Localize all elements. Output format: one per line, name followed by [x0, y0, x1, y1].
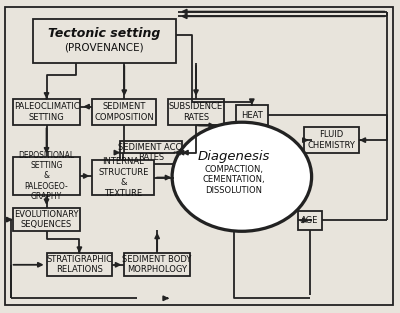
FancyBboxPatch shape: [168, 99, 224, 125]
FancyBboxPatch shape: [13, 156, 80, 195]
FancyBboxPatch shape: [32, 19, 176, 63]
Text: SEDIMENT BODY
MORPHOLOGY: SEDIMENT BODY MORPHOLOGY: [122, 255, 192, 275]
Text: Diagenesis: Diagenesis: [198, 150, 270, 163]
FancyBboxPatch shape: [298, 211, 322, 230]
FancyBboxPatch shape: [46, 253, 112, 276]
Text: HEAT: HEAT: [241, 111, 263, 120]
FancyBboxPatch shape: [120, 141, 182, 164]
FancyBboxPatch shape: [92, 99, 156, 125]
FancyBboxPatch shape: [13, 208, 80, 231]
FancyBboxPatch shape: [92, 160, 154, 195]
Text: SEDIMENT ACC.
RATES: SEDIMENT ACC. RATES: [118, 143, 184, 162]
FancyBboxPatch shape: [124, 253, 190, 276]
Text: EVOLUTIONARY
SEQUENCES: EVOLUTIONARY SEQUENCES: [14, 210, 79, 229]
FancyBboxPatch shape: [304, 127, 360, 153]
Text: INTERNAL
STRUCTURE
&
TEXTURE: INTERNAL STRUCTURE & TEXTURE: [98, 157, 148, 198]
Text: PALEOCLIMATIC
SETTING: PALEOCLIMATIC SETTING: [14, 102, 79, 122]
Text: STRATIGRAPHIC
RELATIONS: STRATIGRAPHIC RELATIONS: [46, 255, 112, 275]
Circle shape: [172, 122, 312, 231]
Text: AGE: AGE: [301, 216, 318, 225]
Text: DEPOSITIONAL
SETTING
&
PALEOGEO-
GRAPHY: DEPOSITIONAL SETTING & PALEOGEO- GRAPHY: [18, 151, 74, 201]
Text: (PROVENANCE): (PROVENANCE): [64, 43, 144, 53]
Text: SEDIMENT
COMPOSITION: SEDIMENT COMPOSITION: [94, 102, 154, 122]
FancyBboxPatch shape: [236, 105, 268, 125]
Text: FLUID
CHEMISTRY: FLUID CHEMISTRY: [308, 131, 356, 150]
FancyBboxPatch shape: [13, 99, 80, 125]
Text: Tectonic setting: Tectonic setting: [48, 27, 160, 40]
Text: SUBSIDENCE
RATES: SUBSIDENCE RATES: [169, 102, 223, 122]
Text: COMPACTION,
CEMENTATION,
DISSOLUTION: COMPACTION, CEMENTATION, DISSOLUTION: [202, 165, 265, 195]
